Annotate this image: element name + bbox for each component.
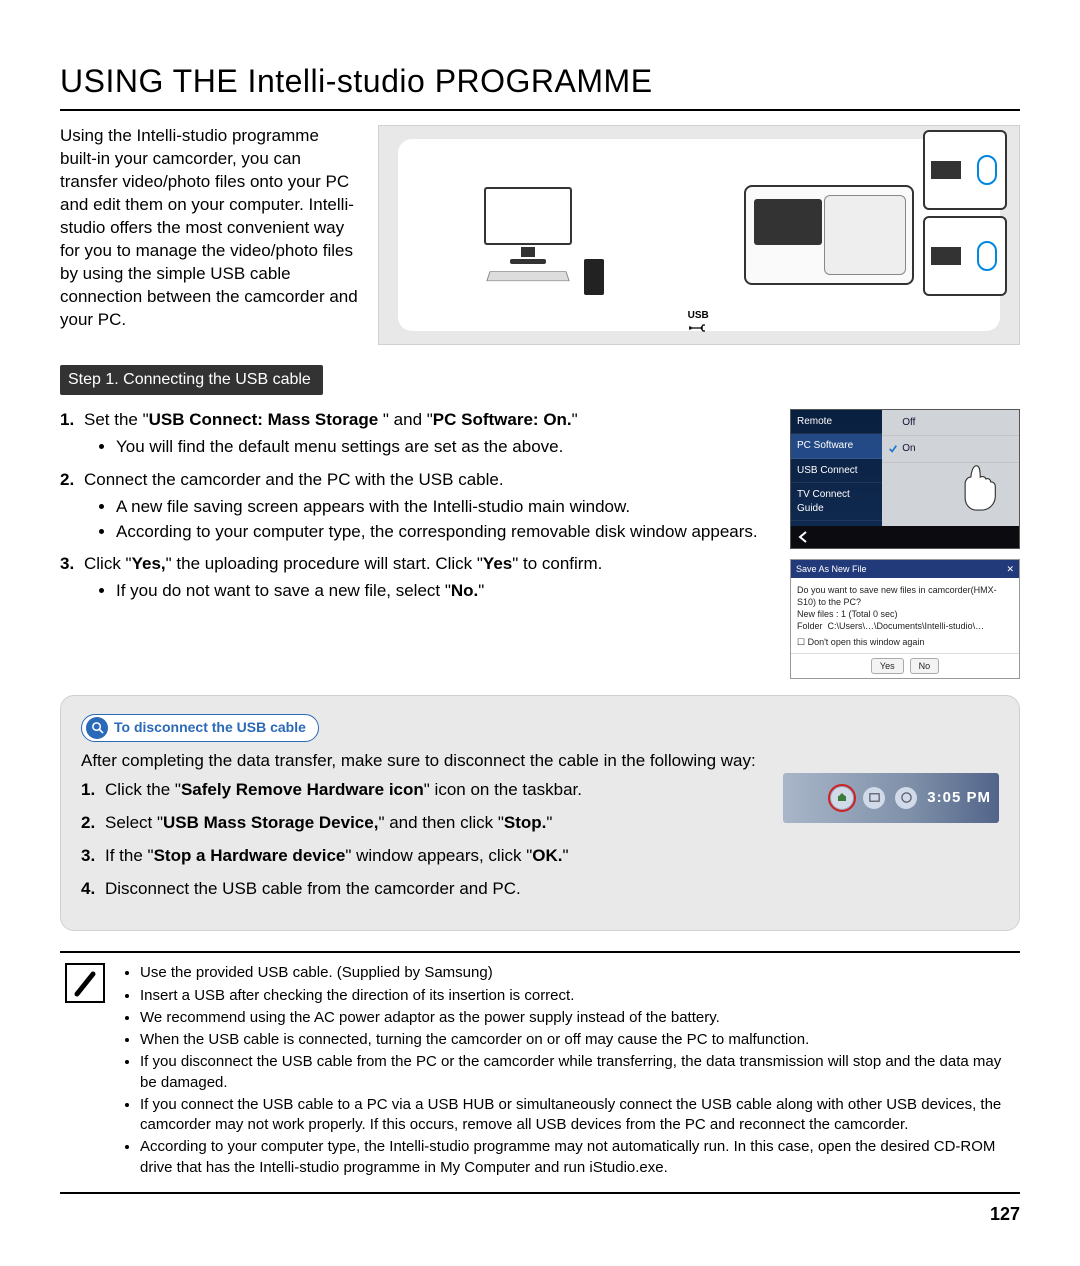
note-item: According to your computer type, the Int… xyxy=(140,1137,1016,1178)
camcorder-icon xyxy=(744,185,914,285)
tray-icon xyxy=(863,787,885,809)
connection-illustration: USB xyxy=(378,125,1020,345)
note-item: Insert a USB after checking the directio… xyxy=(140,986,1016,1006)
save-file-dialog-screenshot: Save As New File ✕ Do you want to save n… xyxy=(790,559,1020,679)
tray-icon xyxy=(895,787,917,809)
page-number: 127 xyxy=(60,1202,1020,1226)
close-icon: ✕ xyxy=(1006,563,1014,575)
pc-icon xyxy=(484,187,572,283)
step-1-list: 1. Set the "USB Connect: Mass Storage " … xyxy=(60,409,772,604)
menu-item-pc-software: PC Software xyxy=(791,434,882,459)
port-detail-bottom xyxy=(923,216,1007,296)
menu-item-tv-connect-guide: TV Connect Guide xyxy=(791,483,882,521)
safely-remove-hardware-icon xyxy=(831,787,853,809)
option-off: Off xyxy=(882,410,1019,437)
magnifier-icon xyxy=(86,717,108,739)
note-item: Use the provided USB cable. (Supplied by… xyxy=(140,963,1016,983)
notes-section: Use the provided USB cable. (Supplied by… xyxy=(60,951,1020,1194)
note-icon xyxy=(65,963,105,1003)
menu-item-usb-connect: USB Connect xyxy=(791,459,882,484)
back-icon xyxy=(797,530,811,544)
list-item: 2. Connect the camcorder and the PC with… xyxy=(60,469,772,544)
list-item: 1.Click the "Safely Remove Hardware icon… xyxy=(81,779,763,802)
list-item: 4.Disconnect the USB cable from the camc… xyxy=(81,878,763,901)
intro-paragraph: Using the Intelli-studio programme built… xyxy=(60,125,360,345)
taskbar-clock: 3:05 PM xyxy=(927,788,991,808)
menu-item-remote: Remote xyxy=(791,410,882,435)
note-item: If you disconnect the USB cable from the… xyxy=(140,1052,1016,1093)
page-title: USING THE Intelli-studio PROGRAMME xyxy=(60,60,1020,111)
intro-row: Using the Intelli-studio programme built… xyxy=(60,125,1020,345)
list-item: 2.Select "USB Mass Storage Device," and … xyxy=(81,812,763,835)
note-item: When the USB cable is connected, turning… xyxy=(140,1030,1016,1050)
pointing-hand-icon xyxy=(955,446,1013,512)
tip-intro: After completing the data transfer, make… xyxy=(81,750,999,773)
check-icon xyxy=(888,444,898,454)
step-1-header: Step 1. Connecting the USB cable xyxy=(60,365,323,395)
dialog-no-button: No xyxy=(910,658,940,674)
disconnect-tip-box: To disconnect the USB cable After comple… xyxy=(60,695,1020,932)
port-detail-top xyxy=(923,130,1007,210)
camcorder-menu-screenshot: Remote PC Software USB Connect TV Connec… xyxy=(790,409,1020,549)
list-item: 1. Set the "USB Connect: Mass Storage " … xyxy=(60,409,772,459)
list-item: 3. Click "Yes," the uploading procedure … xyxy=(60,553,772,603)
taskbar-screenshot: 3:05 PM xyxy=(783,773,999,823)
dialog-title-text: Save As New File xyxy=(796,563,867,575)
tip-pill: To disconnect the USB cable xyxy=(81,714,319,742)
note-item: If you connect the USB cable to a PC via… xyxy=(140,1095,1016,1136)
dialog-yes-button: Yes xyxy=(871,658,904,674)
usb-label: USB xyxy=(678,309,718,337)
usb-dongle-icon xyxy=(584,259,604,295)
list-item: 3.If the "Stop a Hardware device" window… xyxy=(81,845,763,868)
note-item: We recommend using the AC power adaptor … xyxy=(140,1008,1016,1028)
